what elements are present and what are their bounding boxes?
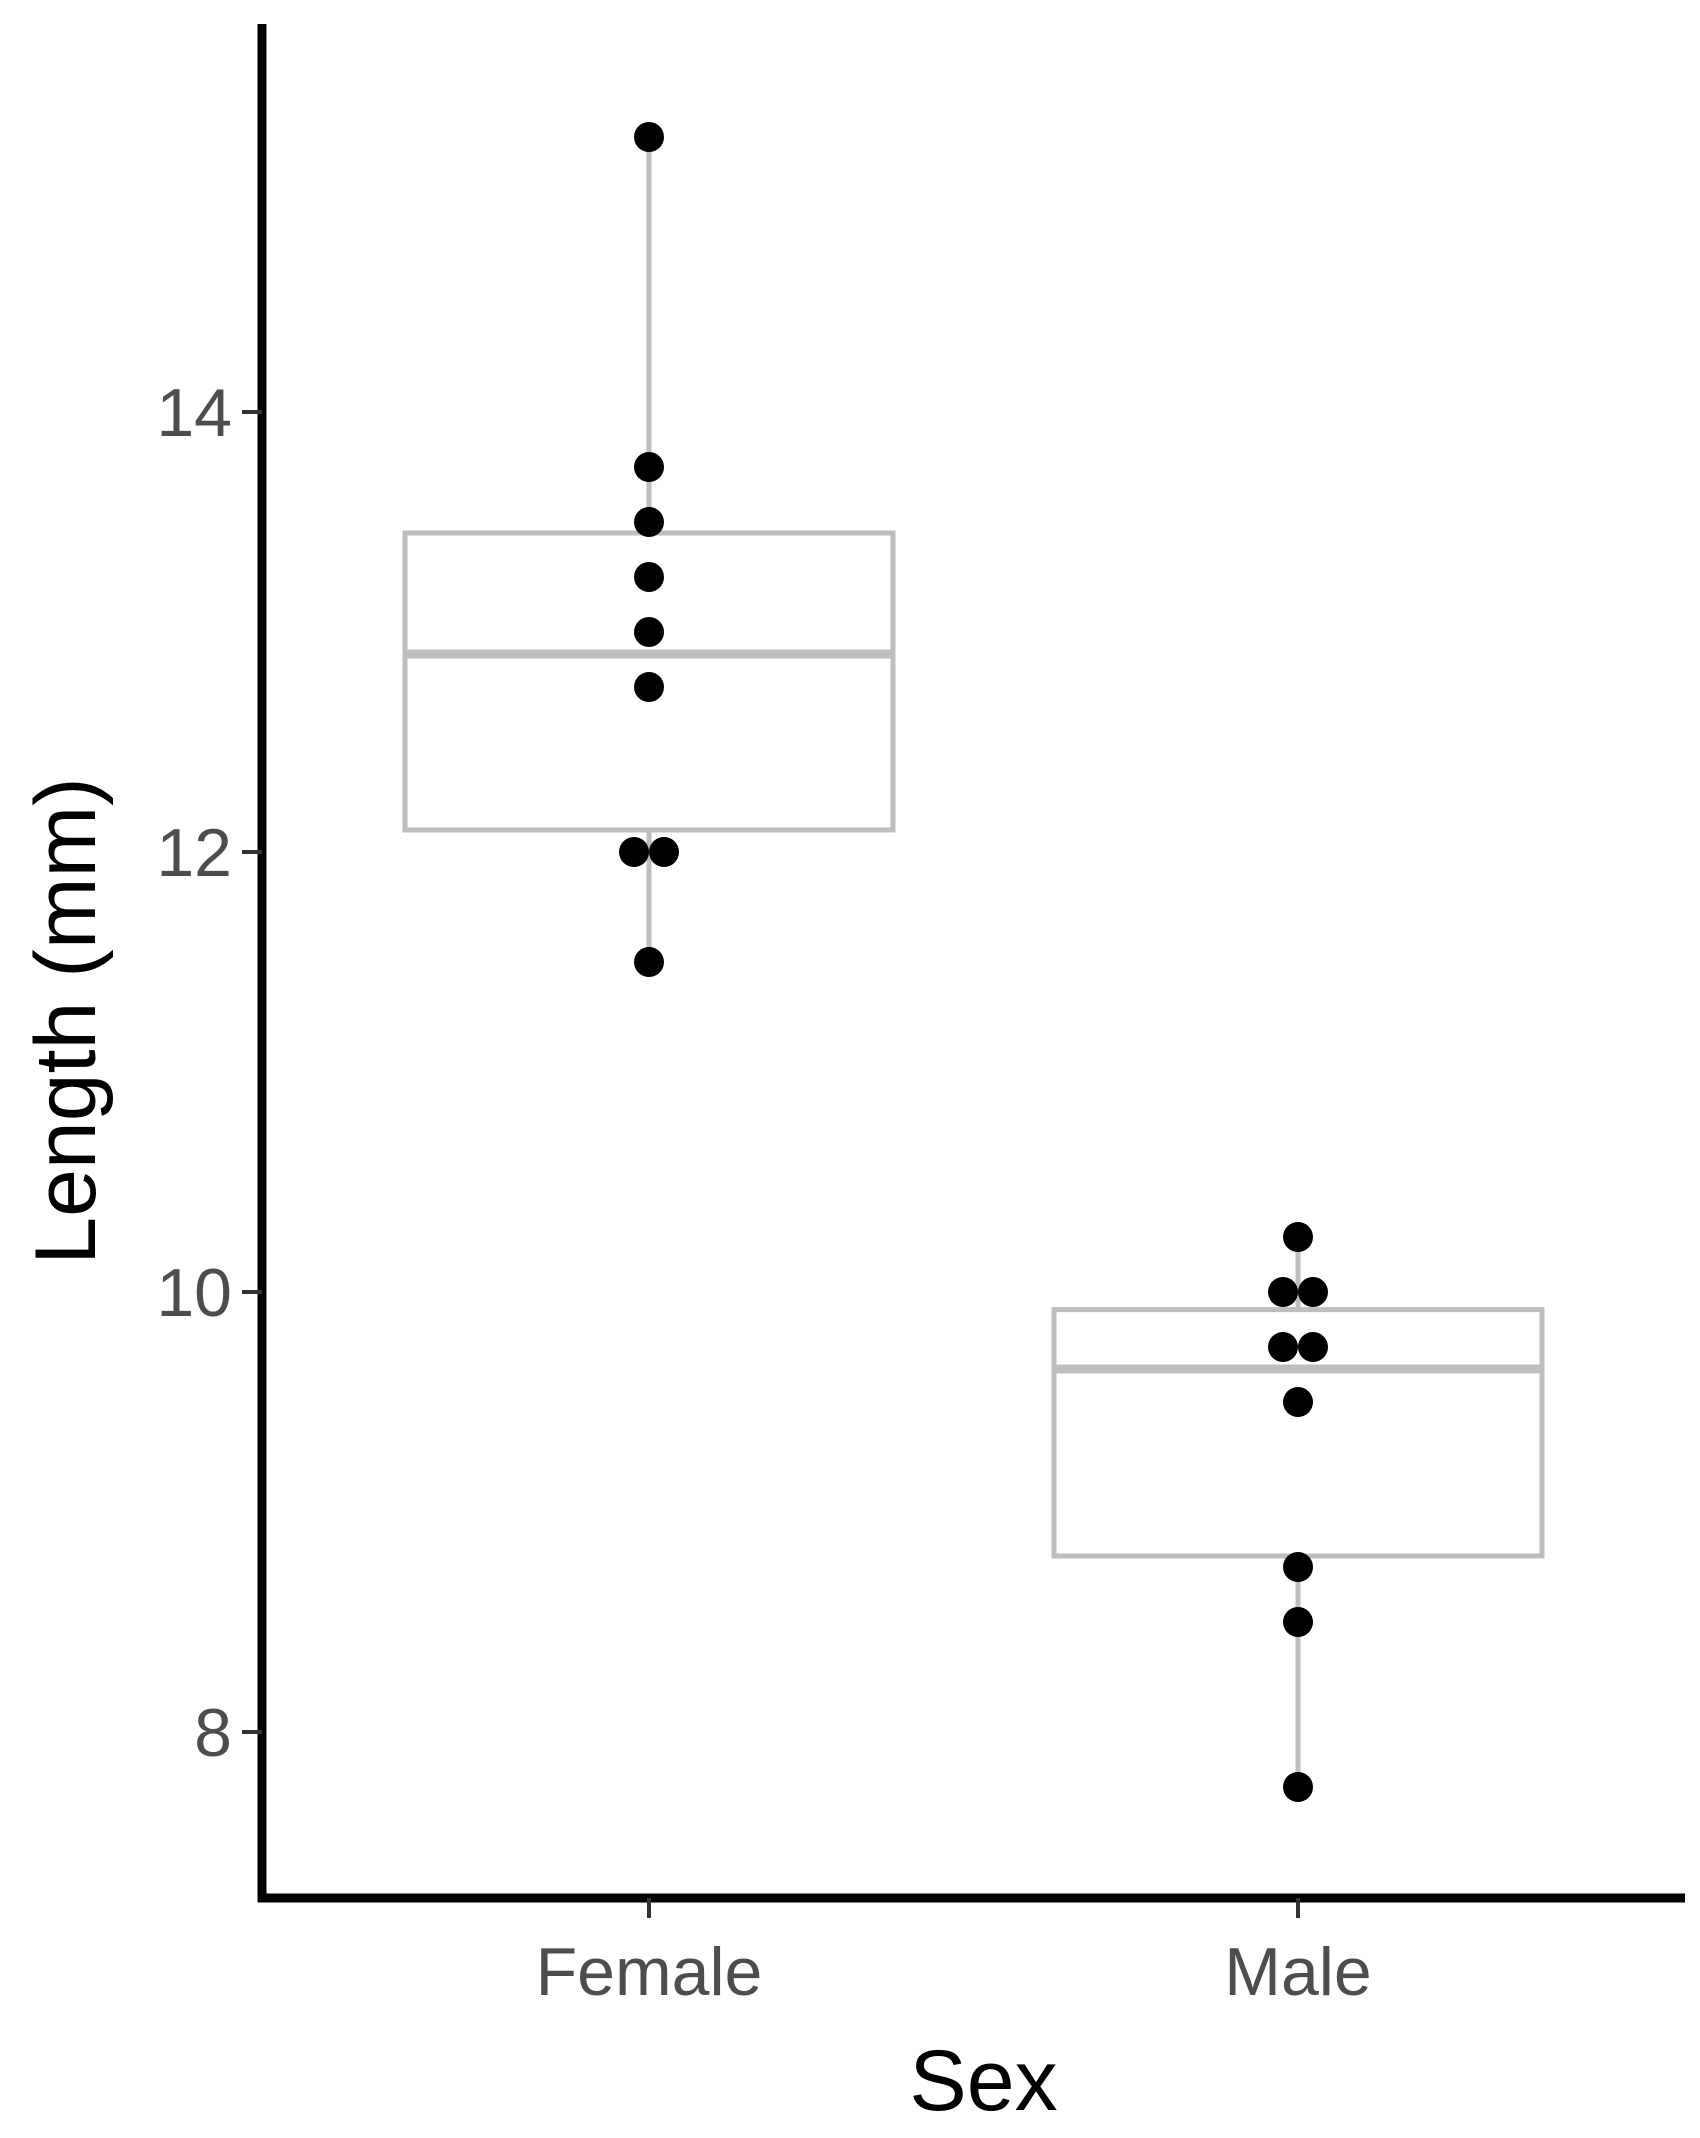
x-axis-title: Sex	[909, 2033, 1057, 2129]
boxes-layer	[402, 137, 1545, 1787]
data-point	[634, 562, 664, 592]
data-point	[1283, 1222, 1313, 1252]
box-male	[1051, 1237, 1545, 1787]
x-tick-label: Female	[536, 1934, 763, 2010]
y-tick-label: 10	[156, 1255, 232, 1331]
data-point	[1298, 1332, 1328, 1362]
points-layer	[619, 122, 1328, 1802]
data-point	[1298, 1277, 1328, 1307]
data-point	[1268, 1277, 1298, 1307]
y-tick-label: 14	[156, 375, 232, 451]
data-point	[619, 837, 649, 867]
data-point	[634, 947, 664, 977]
ticks-layer: 8 10 12 14 Female Male	[156, 375, 1371, 2010]
data-point	[1283, 1552, 1313, 1582]
data-point	[1283, 1387, 1313, 1417]
y-tick-label: 8	[194, 1695, 232, 1771]
x-tick-label: Male	[1224, 1934, 1371, 2010]
data-point	[1283, 1607, 1313, 1637]
data-point	[634, 452, 664, 482]
axes-layer	[257, 24, 1685, 1903]
y-tick-label: 12	[156, 815, 232, 891]
data-point	[1268, 1332, 1298, 1362]
data-point	[1283, 1772, 1313, 1802]
y-axis-title: Length (mm)	[18, 777, 114, 1265]
box-female	[402, 137, 896, 962]
box-body	[1051, 1307, 1545, 1559]
data-point	[634, 507, 664, 537]
data-point	[634, 617, 664, 647]
data-point	[649, 837, 679, 867]
data-point	[634, 672, 664, 702]
data-point	[634, 122, 664, 152]
